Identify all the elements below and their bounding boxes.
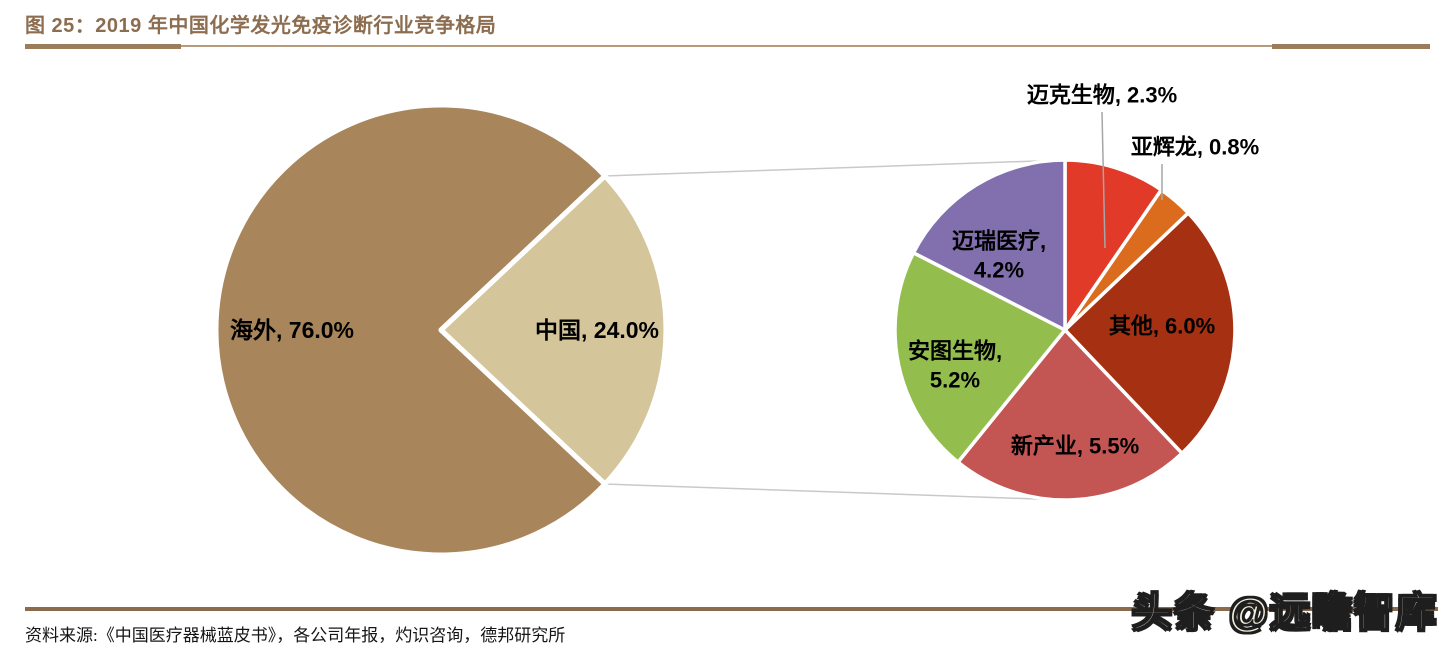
slice-label-snibe: 新产业, 5.5% bbox=[1010, 433, 1140, 459]
slice-label-mindray-name: 迈瑞医疗, bbox=[951, 228, 1047, 254]
title-rule-left-cap bbox=[25, 44, 181, 49]
figure-title: 图 25：2019 年中国化学发光免疫诊断行业竞争格局 bbox=[25, 15, 497, 37]
source-text: 资料来源:《中国医疗器械蓝皮书》，各公司年报，灼识咨询，德邦研究所 bbox=[25, 626, 566, 645]
slice-label-yhlo: 亚辉龙, 0.8% bbox=[1130, 134, 1260, 160]
slice-label-china: 中国, 24.0% bbox=[535, 317, 659, 344]
title-rule-right-cap bbox=[1272, 44, 1430, 49]
title-rule-thin-line bbox=[25, 45, 1430, 47]
title-rule bbox=[25, 44, 1430, 49]
slice-label-maccura: 迈克生物, 2.3% bbox=[1026, 82, 1178, 108]
slice-label-mindray: 迈瑞医疗, 4.2% bbox=[952, 227, 1046, 284]
bottom-rule bbox=[25, 607, 1438, 611]
slice-label-autobio-value: 5.2% bbox=[929, 367, 981, 392]
slice-label-autobio-name: 安图生物, bbox=[907, 338, 1003, 364]
slice-label-autobio: 安图生物, 5.2% bbox=[908, 337, 1002, 394]
slice-label-overseas: 海外, 76.0% bbox=[230, 317, 354, 344]
watermark-text: 头条 @远瞻智库 bbox=[1131, 590, 1438, 636]
slice-label-mindray-value: 4.2% bbox=[973, 257, 1025, 282]
slice-label-others: 其他, 6.0% bbox=[1108, 313, 1216, 339]
